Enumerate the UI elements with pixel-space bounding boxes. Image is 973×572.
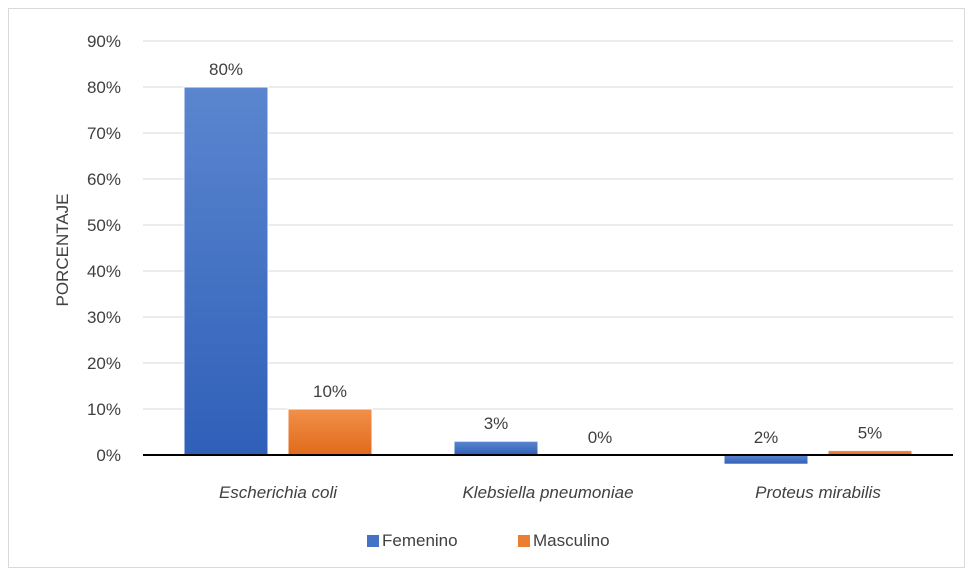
y-axis-ticks: 0% 10% 20% 30% 40% 50% 60% 70% 80% 90% bbox=[87, 32, 121, 465]
y-tick-label: 60% bbox=[87, 170, 121, 189]
y-tick-label: 40% bbox=[87, 262, 121, 281]
y-axis-label: PORCENTAJE bbox=[53, 193, 72, 306]
legend-label-masculino: Masculino bbox=[533, 531, 610, 550]
data-label: 3% bbox=[484, 414, 509, 433]
data-label: 5% bbox=[858, 423, 883, 442]
y-tick-label: 80% bbox=[87, 78, 121, 97]
y-tick-label: 20% bbox=[87, 354, 121, 373]
bars bbox=[183, 86, 913, 465]
gridlines bbox=[143, 40, 953, 410]
category-label: Escherichia coli bbox=[219, 483, 338, 502]
data-label: 10% bbox=[313, 382, 347, 401]
bar-femenino-0 bbox=[183, 86, 269, 456]
y-tick-label: 0% bbox=[96, 446, 121, 465]
category-label: Klebsiella pneumoniae bbox=[462, 483, 633, 502]
data-label: 80% bbox=[209, 60, 243, 79]
y-tick-label: 50% bbox=[87, 216, 121, 235]
y-tick-label: 30% bbox=[87, 308, 121, 327]
data-labels: 80% 10% 3% 0% 2% 5% bbox=[209, 60, 882, 447]
category-label: Proteus mirabilis bbox=[755, 483, 881, 502]
bar-masculino-0 bbox=[287, 408, 373, 456]
data-label: 0% bbox=[588, 428, 613, 447]
legend-swatch-masculino bbox=[518, 535, 530, 547]
bar-femenino-2 bbox=[723, 454, 809, 465]
bar-femenino-1 bbox=[453, 440, 539, 456]
legend-swatch-femenino bbox=[367, 535, 379, 547]
legend-label-femenino: Femenino bbox=[382, 531, 458, 550]
y-tick-label: 10% bbox=[87, 400, 121, 419]
data-label: 2% bbox=[754, 428, 779, 447]
y-tick-label: 70% bbox=[87, 124, 121, 143]
legend: Femenino Masculino bbox=[367, 531, 610, 550]
chart-frame bbox=[8, 8, 965, 568]
y-tick-label: 90% bbox=[87, 32, 121, 51]
category-labels: Escherichia coli Klebsiella pneumoniae Pro… bbox=[219, 483, 881, 502]
